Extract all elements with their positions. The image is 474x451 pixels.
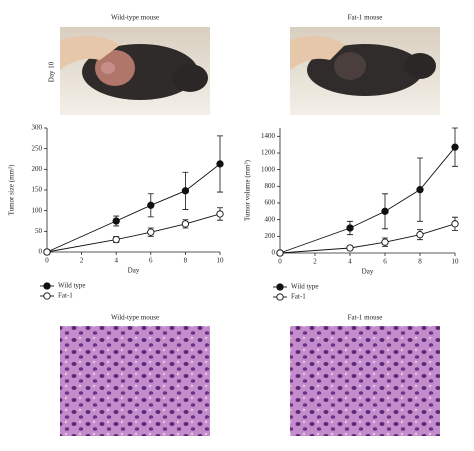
marker: [147, 201, 155, 209]
y-tick-label: 50: [35, 227, 43, 235]
marker: [346, 224, 354, 232]
marker: [112, 217, 120, 225]
y-tick-label: 1400: [261, 132, 276, 140]
y-tick-label: 400: [265, 215, 276, 223]
x-tick-label: 10: [217, 257, 225, 265]
y-tick-label: 100: [32, 206, 43, 214]
x-axis-label: Day: [128, 267, 140, 275]
y-tick-label: 600: [265, 199, 276, 207]
legend-marker: [43, 282, 51, 290]
legend-label: Wild type: [58, 282, 86, 290]
line: [279, 223, 456, 254]
x-tick-label: 0: [45, 257, 49, 265]
y-tick-label: 300: [32, 124, 43, 132]
histology-title: Wild-type mouse: [111, 314, 159, 322]
x-tick-label: 8: [418, 258, 422, 266]
marker: [416, 231, 424, 239]
marker: [276, 249, 284, 257]
marker: [451, 220, 459, 228]
y-tick-label: 1200: [261, 149, 276, 157]
y-tick-label: 1000: [261, 165, 276, 173]
x-tick-label: 4: [348, 258, 352, 266]
y-axis-label: Tumor size (mm²): [8, 164, 16, 216]
x-tick-label: 10: [452, 258, 460, 266]
x-tick-label: 6: [149, 257, 153, 265]
marker: [416, 186, 424, 194]
legend-marker: [276, 293, 284, 301]
histology-title: Fat-1 mouse: [348, 314, 383, 322]
y-tick-label: 200: [32, 165, 43, 173]
x-tick-label: 0: [278, 258, 282, 266]
y-tick-label: 150: [32, 186, 43, 194]
marker: [216, 210, 224, 218]
marker: [181, 220, 190, 228]
y-tick-label: 0: [39, 248, 43, 256]
legend-marker: [43, 292, 51, 300]
photo-title: Wild-type mouse: [111, 14, 159, 22]
y-axis-label: Tumor volume (mm³): [244, 159, 252, 221]
line: [279, 146, 456, 254]
legend-label: Wild type: [291, 283, 319, 291]
photo: [290, 27, 440, 115]
marker: [147, 228, 155, 236]
y-tick-label: 250: [32, 144, 43, 152]
line: [46, 163, 221, 253]
x-axis-label: Day: [362, 268, 374, 276]
histology-image: [290, 326, 440, 436]
x-tick-label: 4: [114, 257, 118, 265]
marker: [181, 187, 190, 195]
marker: [43, 248, 51, 256]
y-tick-label: 800: [265, 182, 276, 190]
marker: [346, 244, 354, 252]
marker: [112, 235, 120, 244]
x-tick-label: 8: [184, 257, 188, 265]
x-tick-label: 6: [383, 258, 387, 266]
marker: [216, 160, 224, 168]
legend-label: Fat-1: [58, 292, 73, 300]
photo: [60, 27, 210, 115]
legend-label: Fat-1: [291, 293, 306, 301]
marker: [381, 238, 389, 246]
legend-marker: [276, 283, 284, 291]
x-tick-label: 2: [313, 258, 317, 266]
line: [46, 213, 221, 253]
y-tick-label: 200: [265, 232, 276, 240]
day-label: Day 10: [48, 61, 56, 82]
photo-title: Fat-1 mouse: [348, 14, 383, 22]
histology-image: [60, 326, 210, 436]
y-tick-label: 0: [272, 249, 276, 257]
x-tick-label: 2: [80, 257, 84, 265]
marker: [451, 143, 459, 151]
marker: [381, 207, 389, 215]
